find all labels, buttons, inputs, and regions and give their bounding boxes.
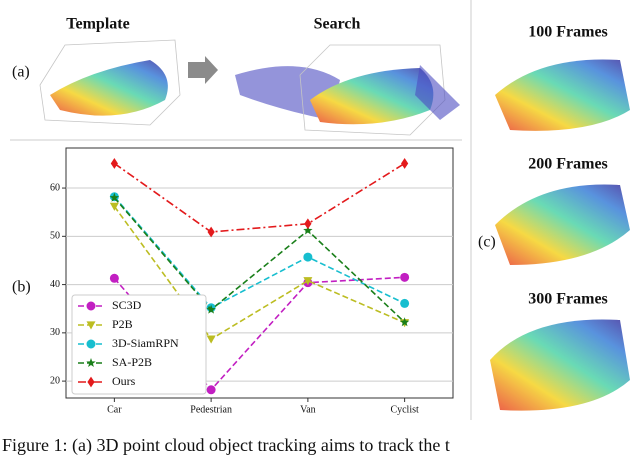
data-point (303, 225, 313, 235)
legend-label: SA-P2B (112, 355, 152, 369)
data-point (110, 158, 118, 169)
legend-marker (87, 376, 95, 388)
data-point (399, 317, 410, 327)
plot-frame (65, 147, 454, 399)
frame-title: 200 Frames (528, 156, 608, 173)
frame-title: 100 Frames (528, 24, 608, 41)
x-tick-label: Car (107, 404, 122, 415)
data-point (109, 192, 120, 202)
point-cloud-illustrations (39, 39, 630, 411)
legend-label: 3D-SiamRPN (112, 336, 179, 350)
y-tick-label: 40 (50, 279, 60, 290)
series-line (113, 205, 405, 341)
x-tick-label: Van (300, 404, 316, 415)
legend-label: P2B (112, 317, 133, 331)
data-point (206, 304, 216, 314)
panel-label: (b) (12, 279, 31, 296)
panel-label: (c) (478, 234, 496, 251)
data-point (401, 158, 409, 169)
legend-marker (86, 321, 96, 330)
legend-marker (86, 301, 96, 311)
legend-marker (86, 339, 96, 349)
series-line (113, 162, 406, 233)
y-tick-label: 20 (50, 375, 60, 386)
data-point (304, 218, 312, 230)
series-line (113, 197, 406, 323)
data-point (400, 298, 410, 308)
series-line (113, 196, 405, 309)
data-point (303, 277, 313, 286)
template-title: Template (66, 16, 129, 33)
y-tick-label: 50 (50, 231, 60, 242)
x-tick-label: Cyclist (390, 404, 419, 415)
x-tick-label: Pedestrian (190, 404, 232, 415)
y-tick-label: 60 (50, 182, 60, 193)
data-point (207, 226, 215, 238)
panel-label: (a) (12, 64, 30, 81)
search-title: Search (314, 16, 361, 33)
data-point (109, 202, 119, 211)
y-tick-label: 30 (50, 327, 60, 338)
legend-box (71, 294, 207, 395)
legend-marker (86, 358, 96, 368)
legend-label: SC3D (112, 298, 142, 312)
caption: Figure 1: (a) 3D point cloud object trac… (2, 435, 450, 455)
frame-title: 300 Frames (528, 291, 608, 308)
data-point (206, 335, 216, 344)
data-point (303, 252, 313, 262)
legend-label: Ours (112, 374, 136, 388)
data-point (400, 272, 410, 282)
data-point (109, 273, 119, 283)
data-point (206, 385, 216, 395)
